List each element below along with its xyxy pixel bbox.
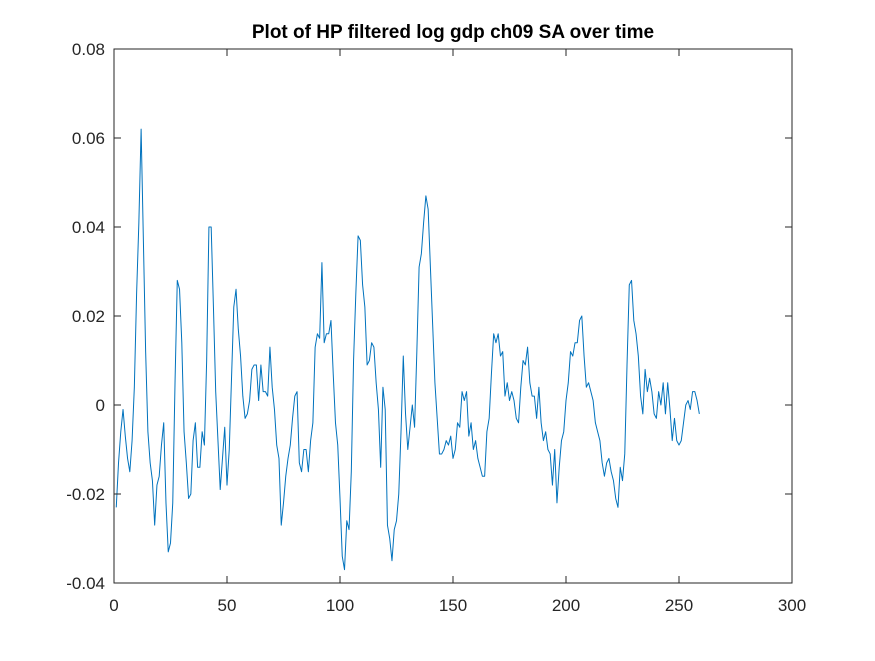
y-tick-label: 0.04 <box>72 218 105 237</box>
x-tick-label: 200 <box>552 596 580 615</box>
x-tick-label: 0 <box>109 596 118 615</box>
y-tick-label: 0.06 <box>72 129 105 148</box>
x-tick-label: 250 <box>665 596 693 615</box>
axis-tick-labels: 0 50 100 150 200 250 300 -0.04 -0.02 0 0.02 0.04 0.0… <box>66 40 806 615</box>
axis-ticks <box>113 48 793 584</box>
y-tick-label: 0 <box>96 396 105 415</box>
series-line-1 <box>115 128 700 571</box>
x-tick-label: 100 <box>326 596 354 615</box>
y-tick-label: -0.02 <box>66 485 105 504</box>
x-tick-label: 50 <box>218 596 237 615</box>
y-tick-label: 0.08 <box>72 40 105 59</box>
y-tick-label: -0.04 <box>66 574 105 593</box>
x-tick-label: 150 <box>439 596 467 615</box>
chart-title: Plot of HP filtered log gdp ch09 SA over… <box>252 22 654 43</box>
y-tick-label: 0.02 <box>72 307 105 326</box>
x-tick-label: 300 <box>778 596 806 615</box>
